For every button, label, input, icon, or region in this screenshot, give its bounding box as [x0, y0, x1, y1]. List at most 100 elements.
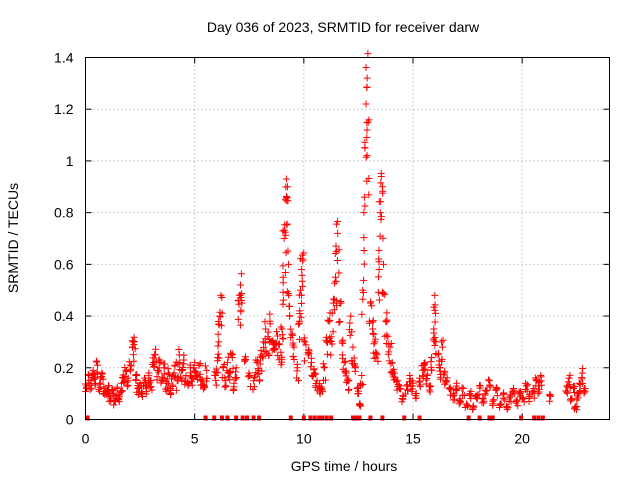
- x-tick-label: 15: [405, 431, 421, 447]
- zero-marker: [301, 415, 306, 421]
- data-point: [175, 346, 183, 354]
- data-point: [221, 383, 229, 391]
- data-point: [123, 378, 131, 386]
- data-point: [113, 383, 121, 391]
- data-point: [365, 116, 373, 124]
- data-point: [283, 220, 291, 228]
- data-point: [96, 380, 104, 388]
- zero-marker: [519, 415, 524, 421]
- data-point: [147, 383, 155, 391]
- data-point: [515, 388, 523, 396]
- data-point: [260, 343, 268, 351]
- data-point: [319, 360, 327, 368]
- data-point: [364, 50, 372, 58]
- data-point: [570, 388, 578, 396]
- data-point: [446, 384, 454, 392]
- data-point: [481, 391, 489, 399]
- data-point: [332, 220, 340, 228]
- data-point: [535, 385, 543, 393]
- data-point: [567, 397, 575, 405]
- data-point: [375, 296, 383, 304]
- data-point: [369, 317, 377, 325]
- data-point: [335, 246, 343, 254]
- data-point: [280, 226, 288, 234]
- data-point: [307, 354, 315, 362]
- data-point: [273, 332, 281, 340]
- data-point: [273, 328, 281, 336]
- data-point: [384, 333, 392, 341]
- data-point: [169, 382, 177, 390]
- data-point: [566, 371, 574, 379]
- data-point: [250, 374, 258, 382]
- data-point: [466, 391, 474, 399]
- data-point: [427, 383, 435, 391]
- data-point: [238, 290, 246, 298]
- data-point: [503, 402, 511, 410]
- data-point: [372, 350, 380, 358]
- data-point: [258, 352, 266, 360]
- data-point: [264, 328, 272, 336]
- zero-marker: [417, 415, 422, 421]
- data-point: [375, 246, 383, 254]
- data-point: [138, 388, 146, 396]
- zero-marker: [288, 415, 293, 421]
- data-point: [581, 385, 589, 393]
- data-point: [266, 310, 274, 318]
- data-point: [578, 374, 586, 382]
- zero-marker: [380, 415, 385, 421]
- data-point: [499, 391, 507, 399]
- data-point: [360, 193, 368, 201]
- data-point: [196, 360, 204, 368]
- data-point: [179, 364, 187, 372]
- data-point: [427, 363, 435, 371]
- data-point: [98, 373, 106, 381]
- data-point: [346, 326, 354, 334]
- data-point: [157, 358, 165, 366]
- data-point: [421, 361, 429, 369]
- data-point: [86, 386, 94, 394]
- data-point: [203, 374, 211, 382]
- data-point: [295, 291, 303, 299]
- data-point: [562, 387, 570, 395]
- data-point: [296, 335, 304, 343]
- data-point: [422, 376, 430, 384]
- data-point: [390, 365, 398, 373]
- zero-marker: [357, 415, 362, 421]
- data-point: [396, 385, 404, 393]
- data-point: [438, 355, 446, 363]
- data-points: [81, 50, 589, 421]
- data-point: [362, 153, 370, 161]
- data-point: [377, 213, 385, 221]
- data-point: [329, 328, 337, 336]
- data-point: [402, 382, 410, 390]
- data-point: [362, 64, 370, 72]
- data-point: [483, 386, 491, 394]
- zero-marker: [490, 415, 495, 421]
- data-point: [241, 355, 249, 363]
- zero-marker: [225, 415, 230, 421]
- data-point: [232, 368, 240, 376]
- zero-marker: [477, 415, 482, 421]
- data-point: [289, 339, 297, 347]
- data-point: [380, 260, 388, 268]
- data-point: [361, 202, 369, 210]
- data-point: [184, 379, 192, 387]
- data-point: [215, 318, 223, 326]
- data-point: [458, 384, 466, 392]
- data-point: [161, 360, 169, 368]
- data-point: [246, 372, 254, 380]
- data-point: [297, 286, 305, 294]
- data-point: [383, 309, 391, 317]
- data-point: [530, 394, 538, 402]
- x-tick-label: 0: [82, 431, 90, 447]
- data-point: [236, 321, 244, 329]
- data-point: [335, 269, 343, 277]
- y-tick-label: 0.6: [54, 256, 74, 272]
- data-point: [375, 273, 383, 281]
- data-point: [226, 376, 234, 384]
- zero-marker: [354, 415, 359, 421]
- data-point: [365, 175, 373, 183]
- data-point: [432, 309, 440, 317]
- data-point: [237, 306, 245, 314]
- data-point: [368, 302, 376, 310]
